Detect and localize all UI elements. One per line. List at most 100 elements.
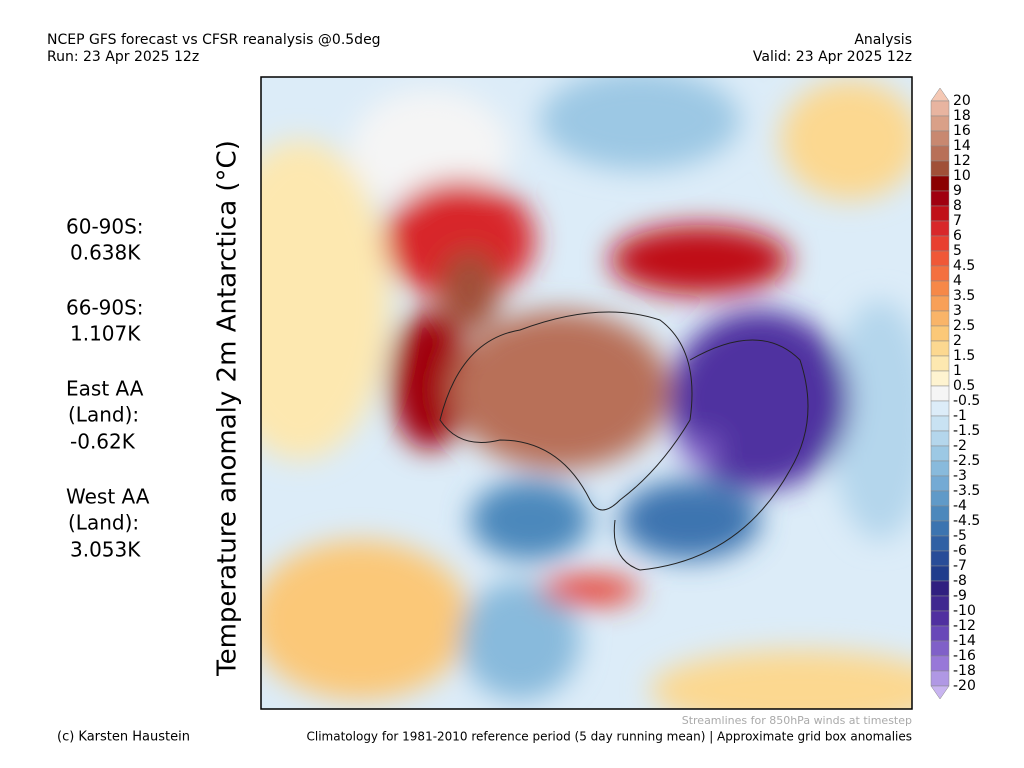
colorbar-swatch — [930, 235, 950, 252]
colorbar-swatch — [930, 130, 950, 147]
colorbar-swatch — [930, 355, 950, 372]
colorbar-label: 8 — [953, 198, 962, 214]
colorbar-label: -2.5 — [953, 453, 980, 469]
colorbar-label: 10 — [953, 168, 971, 184]
colorbar-swatch — [930, 400, 950, 417]
colorbar-label: -8 — [953, 573, 967, 589]
stat-value: 0.638K — [70, 241, 141, 265]
colorbar-label: -3.5 — [953, 483, 980, 499]
colorbar-swatch — [930, 190, 950, 207]
stat-label: 60-90S: — [66, 215, 144, 239]
colorbar-label: 16 — [953, 123, 971, 139]
colorbar-label: -12 — [953, 618, 976, 634]
colorbar-label: -5 — [953, 528, 967, 544]
run-date: Run: 23 Apr 2025 12z — [47, 49, 199, 65]
colorbar-swatch — [930, 115, 950, 132]
stat-sub: (Land): — [68, 511, 139, 535]
title: NCEP GFS forecast vs CFSR reanalysis @0.… — [47, 32, 381, 48]
stat-label: West AA — [66, 485, 150, 509]
stat-value: 3.053K — [70, 538, 141, 562]
colorbar-label: 1 — [953, 363, 962, 379]
colorbar-swatch — [930, 295, 950, 312]
title-right: Analysis — [854, 32, 912, 48]
colorbar-label: -20 — [953, 678, 976, 694]
stat-label: 66-90S: — [66, 296, 144, 320]
colorbar-swatch — [930, 475, 950, 492]
colorbar-swatch — [930, 385, 950, 402]
colorbar-label: -3 — [953, 468, 967, 484]
colorbar-label: 7 — [953, 213, 962, 229]
streamline-note: Streamlines for 850hPa winds at timestep — [682, 714, 912, 727]
colorbar-label: -4.5 — [953, 513, 980, 529]
colorbar-swatch — [930, 535, 950, 552]
colorbar-swatch — [930, 340, 950, 357]
colorbar-label: -14 — [953, 633, 976, 649]
colorbar-label: 14 — [953, 138, 971, 154]
colorbar-label: 3 — [953, 303, 962, 319]
colorbar-swatch — [930, 430, 950, 447]
colorbar-swatch — [930, 310, 950, 327]
colorbar-label: 4 — [953, 273, 962, 289]
colorbar-label: 9 — [953, 183, 962, 199]
colorbar-swatch — [930, 640, 950, 657]
colorbar-swatch — [930, 265, 950, 282]
colorbar-label: 0.5 — [953, 378, 975, 394]
colorbar-label: 4.5 — [953, 258, 975, 274]
colorbar-swatch — [930, 220, 950, 237]
colorbar-label: -16 — [953, 648, 976, 664]
colorbar-label: -7 — [953, 558, 967, 574]
colorbar-swatch — [930, 655, 950, 672]
map-frame — [260, 76, 913, 710]
colorbar-swatch — [930, 325, 950, 342]
stat-sub: (Land): — [68, 403, 139, 427]
colorbar-swatch — [930, 415, 950, 432]
colorbar-label: 6 — [953, 228, 962, 244]
colorbar-swatch — [930, 205, 950, 222]
colorbar-label: 1.5 — [953, 348, 975, 364]
climatology-note: Climatology for 1981-2010 reference peri… — [307, 730, 913, 744]
colorbar-swatch — [930, 610, 950, 627]
colorbar-label: -6 — [953, 543, 967, 559]
stat-value: 1.107K — [70, 322, 141, 346]
colorbar-label: -0.5 — [953, 393, 980, 409]
colorbar-swatch — [930, 160, 950, 177]
colorbar-swatch — [930, 595, 950, 612]
colorbar-label: 5 — [953, 243, 962, 259]
colorbar-label: 3.5 — [953, 288, 975, 304]
colorbar-label: -18 — [953, 663, 976, 679]
colorbar: 201816141210987654.543.532.521.510.5-0.5… — [930, 87, 980, 700]
colorbar-swatch — [930, 145, 950, 162]
colorbar-label: 20 — [953, 93, 971, 109]
colorbar-swatch — [930, 250, 950, 267]
colorbar-label: -9 — [953, 588, 967, 604]
colorbar-label: 12 — [953, 153, 971, 169]
colorbar-label: -4 — [953, 498, 967, 514]
stat-label: East AA — [66, 377, 144, 401]
colorbar-swatch — [930, 670, 950, 687]
colorbar-label: 2.5 — [953, 318, 975, 334]
colorbar-label: -1.5 — [953, 423, 980, 439]
colorbar-swatch — [930, 100, 950, 117]
colorbar-swatch — [930, 490, 950, 507]
colorbar-label: -1 — [953, 408, 967, 424]
colorbar-swatch — [930, 580, 950, 597]
colorbar-swatch — [930, 505, 950, 522]
map-title: Temperature anomaly 2m Antarctica (°C) — [213, 140, 243, 677]
colorbar-swatch — [930, 460, 950, 477]
colorbar-swatch — [930, 565, 950, 582]
valid-date: Valid: 23 Apr 2025 12z — [753, 49, 912, 65]
colorbar-arrow — [930, 87, 950, 102]
colorbar-arrow — [930, 685, 950, 700]
colorbar-label: 18 — [953, 108, 971, 124]
map — [261, 77, 912, 709]
credit: (c) Karsten Haustein — [57, 730, 190, 745]
colorbar-swatch — [930, 280, 950, 297]
colorbar-swatch — [930, 625, 950, 642]
colorbar-swatch — [930, 520, 950, 537]
colorbar-label: 2 — [953, 333, 962, 349]
colorbar-label: -10 — [953, 603, 976, 619]
colorbar-swatch — [930, 370, 950, 387]
colorbar-swatch — [930, 550, 950, 567]
colorbar-label: -2 — [953, 438, 967, 454]
